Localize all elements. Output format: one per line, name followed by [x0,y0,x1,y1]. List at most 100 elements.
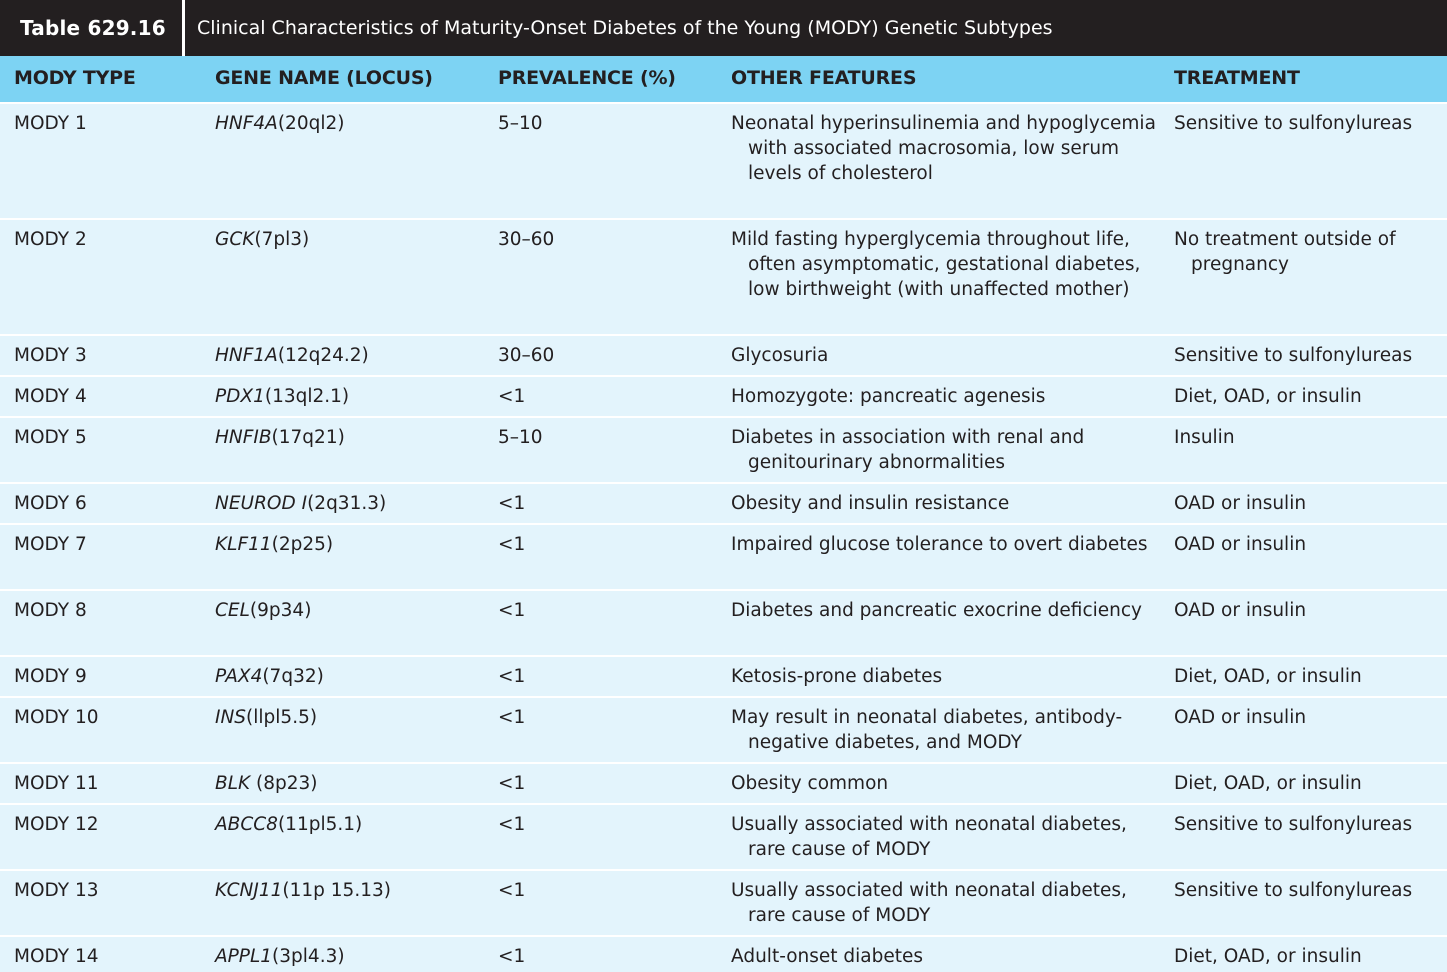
gene-locus: (11pl5.1) [277,814,363,835]
cell-gene: KCNJ11(11p 15.13) [215,878,391,903]
header-prevalence: PREVALENCE (%) [498,67,676,89]
cell-features: Glycosuria [731,345,829,366]
cell-gene: ABCC8(11pl5.1) [215,812,362,837]
cell-features: May result in neonatal diabetes, antibod… [731,707,1123,753]
cell-mody-type: MODY 6 [14,493,87,514]
gene-name: PDX1 [215,386,265,407]
table-row: MODY 11 BLK (8p23) <1 Obesity common Die… [0,762,1447,803]
cell-treatment: OAD or insulin [1174,707,1307,728]
cell-mody-type: MODY 11 [14,773,99,794]
table-row: MODY 14 APPL1(3pl4.3) <1 Adult-onset dia… [0,935,1447,972]
cell-prevalence: <1 [498,814,526,835]
cell-gene: PDX1(13ql2.1) [215,384,349,409]
gene-name: KCNJ11 [215,880,283,901]
cell-features: Diabetes in association with renal and g… [731,427,1085,473]
cell-prevalence: <1 [498,386,526,407]
cell-prevalence: 5–10 [498,427,543,448]
table-number: Table 629.16 [20,16,166,40]
cell-prevalence: 30–60 [498,229,555,250]
cell-prevalence: <1 [498,666,526,687]
cell-treatment: Diet, OAD, or insulin [1174,386,1362,407]
table-row: MODY 2 GCK(7pl3) 30–60 Mild fasting hype… [0,218,1447,334]
cell-prevalence: <1 [498,600,526,621]
cell-features: Diabetes and pancreatic exocrine deficie… [731,600,1143,621]
cell-prevalence: 30–60 [498,345,555,366]
gene-name: NEUROD I [215,493,308,514]
cell-treatment: OAD or insulin [1174,493,1307,514]
cell-mody-type: MODY 3 [14,345,87,366]
table-row: MODY 9 PAX4(7q32) <1 Ketosis-prone diabe… [0,655,1447,696]
cell-mody-type: MODY 7 [14,534,87,555]
cell-gene: PAX4(7q32) [215,664,324,689]
cell-features: Mild fasting hyperglycemia throughout li… [731,229,1141,300]
gene-name: CEL [215,600,250,621]
cell-features: Homozygote: pancreatic agenesis [731,386,1046,407]
cell-gene: INS(llpl5.5) [215,705,317,730]
table-row: MODY 4 PDX1(13ql2.1) <1 Homozygote: panc… [0,375,1447,416]
gene-locus: (8p23) [250,773,318,794]
cell-gene: NEUROD I(2q31.3) [215,491,386,516]
cell-features: Obesity and insulin resistance [731,493,1010,514]
table-row: MODY 5 HNFIB(17q21) 5–10 Diabetes in ass… [0,416,1447,482]
cell-prevalence: <1 [498,880,526,901]
gene-locus: (7q32) [262,666,324,687]
gene-locus: (3pl4.3) [272,946,345,967]
gene-name: PAX4 [215,666,263,687]
gene-locus: (2p25) [271,534,334,555]
gene-name: HNF1A [215,345,278,366]
cell-features: Obesity common [731,773,889,794]
gene-locus: (13ql2.1) [264,386,350,407]
cell-features: Adult-onset diabetes [731,946,924,967]
cell-treatment: Diet, OAD, or insulin [1174,773,1362,794]
cell-mody-type: MODY 10 [14,707,99,728]
cell-treatment: Insulin [1174,427,1235,448]
cell-gene: HNF4A(20ql2) [215,111,344,136]
cell-prevalence: 5–10 [498,113,543,134]
cell-prevalence: <1 [498,773,526,794]
cell-mody-type: MODY 9 [14,666,87,687]
gene-name: HNFIB [215,427,272,448]
gene-locus: (2q31.3) [307,493,387,514]
header-gene-name: GENE NAME (LOCUS) [215,67,433,89]
table-row: MODY 8 CEL(9p34) <1 Diabetes and pancrea… [0,589,1447,655]
gene-name: HNF4A [215,113,278,134]
header-other-features: OTHER FEATURES [731,67,917,89]
gene-name: INS [215,707,247,728]
gene-name: APPL1 [215,946,273,967]
table-title-bar: Table 629.16 Clinical Characteristics of… [0,0,1447,56]
cell-features: Usually associated with neonatal diabete… [731,814,1127,860]
gene-name: BLK [215,773,251,794]
cell-prevalence: <1 [498,707,526,728]
cell-treatment: Sensitive to sulfonylureas [1174,345,1413,366]
cell-mody-type: MODY 1 [14,113,87,134]
cell-gene: HNFIB(17q21) [215,425,345,450]
cell-prevalence: <1 [498,946,526,967]
header-treatment: TREATMENT [1174,67,1300,89]
gene-locus: (llpl5.5) [246,707,318,728]
gene-name: ABCC8 [215,814,278,835]
cell-mody-type: MODY 2 [14,229,87,250]
cell-gene: KLF11(2p25) [215,532,333,557]
cell-mody-type: MODY 8 [14,600,87,621]
cell-mody-type: MODY 13 [14,880,99,901]
gene-locus: (20ql2) [277,113,345,134]
cell-treatment: Sensitive to sulfonylureas [1174,814,1413,835]
table-row: MODY 13 KCNJ11(11p 15.13) <1 Usually ass… [0,869,1447,935]
gene-locus: (11p 15.13) [282,880,391,901]
header-mody-type: MODY TYPE [14,67,136,89]
cell-mody-type: MODY 4 [14,386,87,407]
cell-prevalence: <1 [498,493,526,514]
table-header-row: MODY TYPE GENE NAME (LOCUS) PREVALENCE (… [0,56,1447,102]
cell-treatment: Sensitive to sulfonylureas [1174,113,1413,134]
table-row: MODY 3 HNF1A(12q24.2) 30–60 Glycosuria S… [0,334,1447,375]
cell-gene: GCK(7pl3) [215,227,309,252]
cell-treatment: Diet, OAD, or insulin [1174,666,1362,687]
cell-features: Neonatal hyperinsulinemia and hypoglycem… [731,113,1156,184]
table-row: MODY 7 KLF11(2p25) <1 Impaired glucose t… [0,523,1447,589]
gene-locus: (9p34) [249,600,312,621]
gene-locus: (7pl3) [254,229,310,250]
cell-mody-type: MODY 14 [14,946,99,967]
cell-gene: CEL(9p34) [215,598,311,623]
cell-treatment: No treatment outside of pregnancy [1174,229,1396,275]
table-row: MODY 12 ABCC8(11pl5.1) <1 Usually associ… [0,803,1447,869]
